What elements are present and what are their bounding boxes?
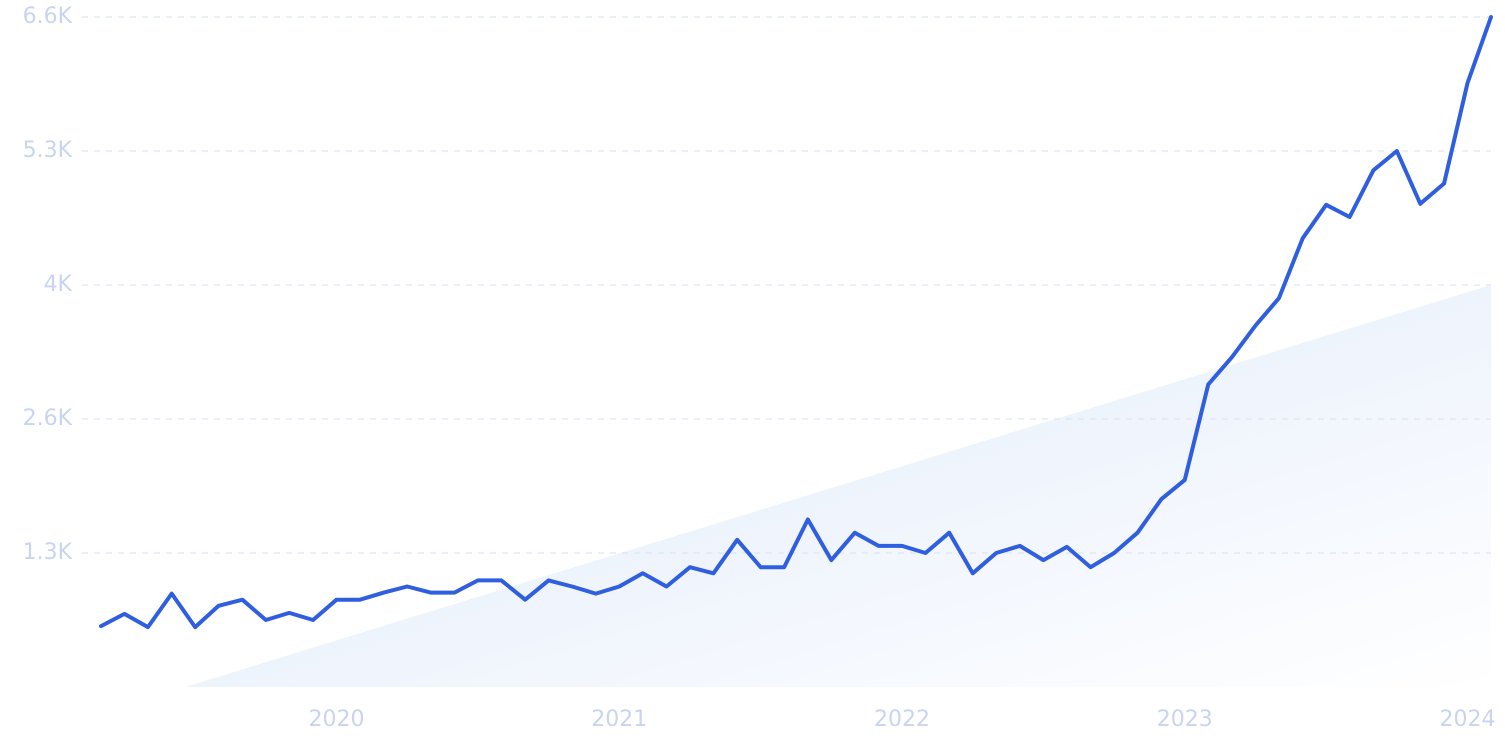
x-tick-label: 2024 [1440,707,1496,732]
x-tick-label: 2022 [874,707,930,732]
x-tick-label: 2021 [591,707,647,732]
x-tick-label: 2020 [309,707,365,732]
x-tick-label: 2023 [1157,707,1213,732]
y-tick-label: 2.6K [23,406,73,431]
line [99,15,1493,630]
background-shape [185,285,1491,687]
y-tick-label: 4K [44,272,73,297]
y-tick-label: 5.3K [23,138,73,163]
y-tick-label: 1.3K [23,540,73,565]
y-tick-label: 6.6K [23,4,73,29]
